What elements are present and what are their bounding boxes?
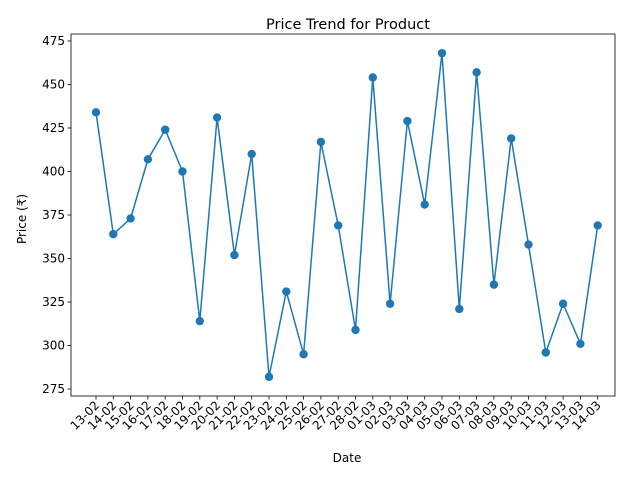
series-line — [95, 52, 599, 378]
plot-area — [70, 33, 616, 397]
data-point — [299, 350, 308, 359]
data-point — [316, 137, 326, 147]
data-point — [593, 221, 602, 230]
y-tick-label: 425 — [42, 121, 65, 135]
y-tick-label: 400 — [42, 164, 65, 178]
y-axis: 275 300 325 350 375 400 425 450 475 — [42, 34, 71, 396]
data-point — [472, 68, 481, 77]
data-point — [541, 348, 550, 357]
data-point — [161, 125, 170, 134]
data-point — [230, 250, 239, 260]
data-point — [178, 167, 187, 176]
data-point — [507, 134, 516, 143]
plot-frame — [70, 33, 616, 397]
data-point — [489, 280, 499, 289]
data-point — [212, 113, 222, 122]
data-point — [368, 73, 377, 82]
data-point — [455, 304, 464, 314]
data-point — [109, 229, 118, 239]
x-axis: 13-0214-0215-0216-0217-0218-0219-0220-02… — [68, 396, 604, 433]
y-tick-label: 325 — [42, 295, 65, 309]
y-tick-label: 450 — [42, 77, 65, 91]
data-point — [247, 149, 256, 159]
data-point — [351, 325, 360, 335]
chart-title: Price Trend for Product — [266, 17, 430, 33]
data-point — [195, 316, 204, 326]
data-point — [126, 214, 135, 223]
data-point — [558, 299, 568, 308]
y-tick-label: 300 — [42, 339, 65, 353]
series-layer — [91, 48, 602, 382]
y-tick-label: 475 — [42, 34, 65, 48]
x-axis-title: Date — [333, 451, 362, 465]
data-point — [143, 155, 153, 164]
data-point — [282, 287, 291, 296]
data-point — [420, 200, 429, 209]
data-point — [576, 339, 585, 348]
y-axis-title: Price (₹) — [15, 194, 29, 244]
data-point — [403, 116, 412, 126]
data-point — [385, 299, 395, 308]
data-point — [91, 108, 101, 117]
y-tick-label: 275 — [42, 382, 65, 396]
data-point — [437, 48, 447, 58]
data-point — [264, 372, 274, 382]
data-point — [524, 240, 533, 249]
y-tick-label: 350 — [42, 252, 65, 266]
data-point — [334, 221, 343, 230]
y-tick-label: 375 — [42, 208, 65, 222]
